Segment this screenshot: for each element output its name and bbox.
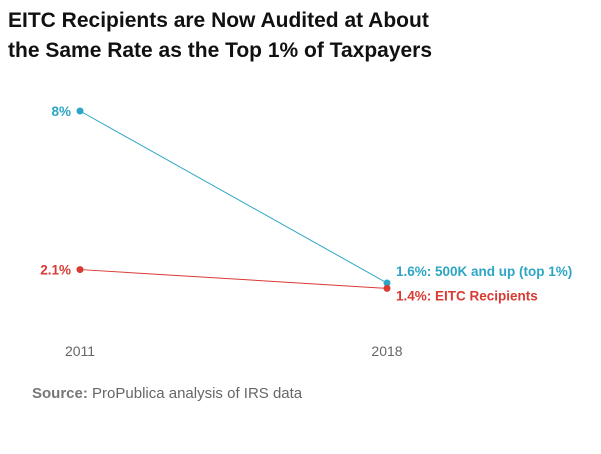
end-label-eitc: 1.4%: EITC Recipients [396,288,538,303]
data-point-top1-2011 [76,107,84,115]
series-line-eitc [79,269,388,289]
data-point-eitc-2018 [383,284,391,292]
series-line-top1 [79,110,388,284]
chart-title: EITC Recipients are Now Audited at About… [8,6,593,66]
series-lines [79,110,388,289]
series-points [76,107,391,292]
source-text: ProPublica analysis of IRS data [92,385,303,402]
start-label-top1: 8% [51,104,71,119]
data-point-top1-2018 [383,279,391,287]
start-label-eitc: 2.1% [40,263,71,278]
source-note: Source: ProPublica analysis of IRS data [32,385,302,402]
chart-title-line-1: EITC Recipients are Now Audited at About [8,9,429,32]
source-label: Source: [32,385,88,402]
x-tick-2011: 2011 [65,343,95,359]
end-label-top1: 1.6%: 500K and up (top 1%) [396,264,572,279]
value-labels: 8% 1.6%: 500K and up (top 1%) 2.1% 1.4%: EI… [40,104,572,303]
x-tick-2018: 2018 [371,343,402,359]
data-point-eitc-2011 [76,266,84,274]
chart-title-line-2: the Same Rate as the Top 1% of Taxpayers [8,39,433,62]
x-axis-ticks: 2011 2018 [65,343,403,359]
